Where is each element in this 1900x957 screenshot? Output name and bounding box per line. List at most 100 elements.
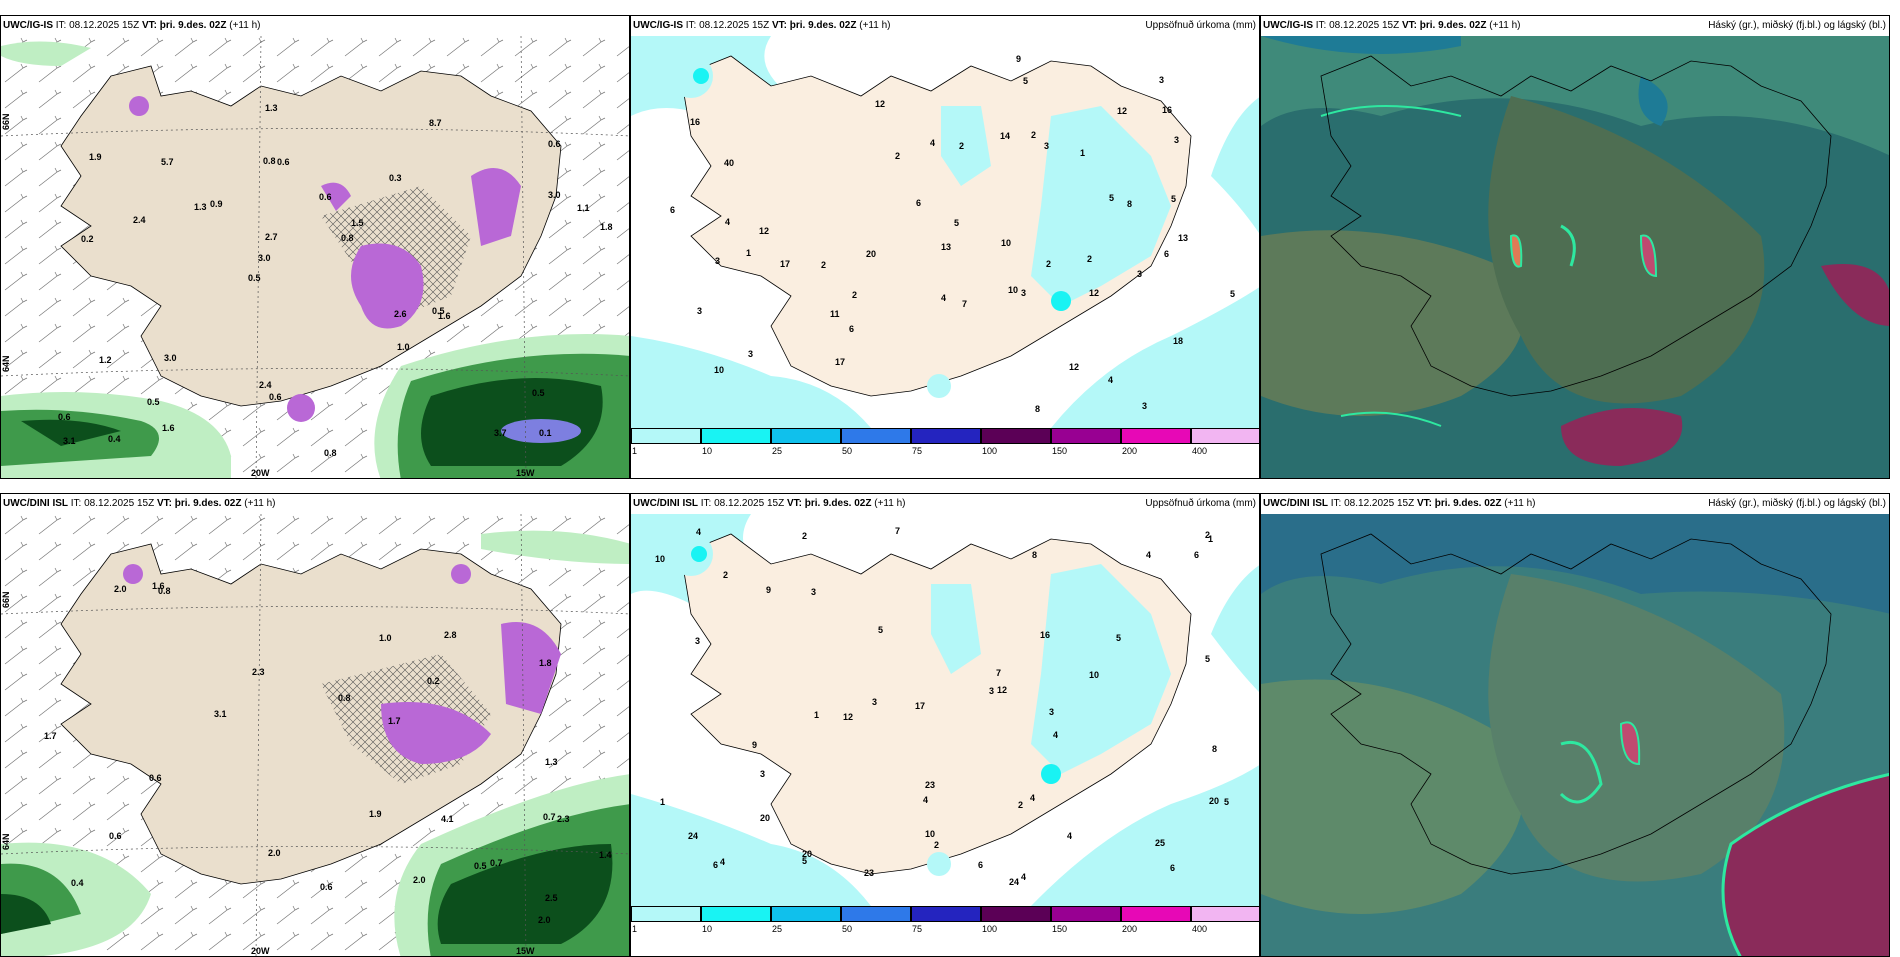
- value-label: 1.6: [152, 581, 165, 591]
- value-label: 3.1: [63, 436, 76, 446]
- init-time: IT: 08.12.2025 15Z: [55, 20, 140, 31]
- model-name: UWC/DINI ISL: [3, 498, 68, 509]
- value-label: 1: [1080, 148, 1085, 158]
- value-label: 8: [1032, 550, 1037, 560]
- value-label: 8: [1212, 744, 1217, 754]
- value-label: 6: [1170, 863, 1175, 873]
- value-label: 5: [878, 625, 883, 635]
- value-label: 6: [849, 324, 854, 334]
- colorbar-swatch: [1051, 906, 1121, 922]
- value-label: 1: [746, 248, 751, 258]
- value-label: 23: [864, 868, 874, 878]
- value-label: 0.6: [320, 882, 333, 892]
- iceland-outline: [1320, 55, 1832, 397]
- value-label: 0.6: [319, 192, 332, 202]
- value-label: 4.1: [441, 814, 454, 824]
- value-label: 0.1: [539, 428, 552, 438]
- value-label: 1.3: [265, 103, 278, 113]
- value-label: 1.7: [388, 716, 401, 726]
- value-label: 3.7: [494, 428, 507, 438]
- model-name: UWC/DINI ISL: [633, 498, 698, 509]
- value-label: 40: [724, 158, 734, 168]
- value-label: 3: [1049, 707, 1054, 717]
- value-label: 7: [996, 668, 1001, 678]
- colorbar-swatch: [1051, 428, 1121, 444]
- value-label: 4: [1030, 793, 1035, 803]
- panel-ig-is-accum-precip: UWC/IG-IS IT: 08.12.2025 15Z VT: þri. 9.…: [630, 15, 1260, 479]
- panel-title: Uppsöfnuð úrkoma (mm): [1145, 498, 1256, 509]
- init-time: IT: 08.12.2025 15Z: [1315, 20, 1400, 31]
- value-label: 1.3: [545, 757, 558, 767]
- colorbar-swatch: [1121, 428, 1191, 444]
- colorbar-tick: 10: [702, 924, 713, 934]
- colorbar-tick: 1: [632, 924, 638, 934]
- value-label: 14: [1000, 131, 1010, 141]
- value-label: 3.0: [164, 353, 177, 363]
- value-label: 5: [954, 218, 959, 228]
- value-label: 4: [923, 795, 928, 805]
- value-label: 6: [978, 860, 983, 870]
- panel-title: Uppsöfnuð úrkoma (mm): [1145, 20, 1256, 31]
- precip-wind-map: 66N 64N 20W 15W 0.6 1.7 0.7 1.4 1.0 0.7 0.8 0.2…: [1, 514, 629, 956]
- colorbar: 1 10 25 50 75 100 150 200 400: [631, 906, 1259, 938]
- colorbar-tick: 150: [1052, 446, 1068, 456]
- value-label: 1.3: [194, 202, 207, 212]
- value-label: 2.6: [394, 309, 407, 319]
- value-label: 2: [1087, 254, 1092, 264]
- init-time: IT: 08.12.2025 15Z: [685, 20, 770, 31]
- value-label: 10: [925, 829, 935, 839]
- lon-label: 15W: [516, 468, 535, 478]
- value-label: 0.6: [109, 831, 122, 841]
- value-label: 1.6: [438, 311, 451, 321]
- colorbar-tick: 400: [1192, 446, 1208, 456]
- value-label: 0.7: [490, 858, 503, 868]
- lead-time: (+11 h): [874, 498, 906, 509]
- value-label: 10: [1008, 285, 1018, 295]
- value-label: 5.7: [161, 157, 174, 167]
- value-label: 0.4: [71, 878, 84, 888]
- value-label: 12: [843, 712, 853, 722]
- value-label: 20: [1209, 796, 1219, 806]
- precip-wind-map: 66N 64N 20W 15W 0.1 0.2 0.6 0.5 0.3 0.4 0.8 0.6…: [1, 36, 629, 478]
- valid-time: þri. 9.des. 02Z: [174, 498, 242, 509]
- colorbar-swatch: [911, 428, 981, 444]
- value-label: 0.8: [158, 586, 171, 596]
- colorbar-tick: 150: [1052, 924, 1068, 934]
- lat-label: 64N: [1, 355, 11, 372]
- value-label: 0.6: [269, 392, 282, 402]
- colorbar-swatch: [631, 428, 701, 444]
- value-label: 24: [1009, 877, 1019, 887]
- lat-label: 64N: [1, 833, 11, 850]
- iceland-landmass: [60, 543, 562, 885]
- lon-label: 20W: [251, 946, 270, 956]
- value-label: 12: [759, 226, 769, 236]
- value-label: 8.7: [429, 118, 442, 128]
- value-label: 1.8: [600, 222, 613, 232]
- colorbar-tick: 50: [842, 924, 853, 934]
- value-label: 6: [1164, 249, 1169, 259]
- lead-time: (+11 h): [1489, 20, 1521, 31]
- colorbar-swatch: [631, 906, 701, 922]
- value-label: 4: [1021, 872, 1026, 882]
- value-label: 10: [655, 554, 665, 564]
- colorbar-swatch: [841, 428, 911, 444]
- value-label: 13: [1178, 233, 1188, 243]
- value-label: 0.8: [338, 693, 351, 703]
- value-label: 10: [714, 365, 724, 375]
- value-label: 3: [1142, 401, 1147, 411]
- value-label: 3: [748, 349, 753, 359]
- valid-time: þri. 9.des. 02Z: [1434, 498, 1502, 509]
- value-label: 1: [1208, 534, 1213, 544]
- value-label: 16: [1040, 630, 1050, 640]
- value-label: 4: [725, 217, 730, 227]
- colorbar-tick: 100: [982, 924, 998, 934]
- accum-precip-map: 3 1 10 16 18 40 3 2 1 4 3 4 6 12 10 3 2 5 6 10 3 2 5 5 13 4 17 13 6 1…: [631, 36, 1259, 478]
- value-label: 16: [690, 117, 700, 127]
- value-label: 0.2: [81, 234, 94, 244]
- panel-title: Háský (gr.), miðský (fj.bl.) og lágský (…: [1708, 20, 1886, 31]
- accum-precip-map: 23 24 20 4 2 2 1 6 7 5 4 2 3 4 8 3 3 5 12 10 2 1 7 6 5 9 1 3 4 4 17 4 23…: [631, 514, 1259, 956]
- value-label: 3: [715, 256, 720, 266]
- panel-header: UWC/DINI ISL IT: 08.12.2025 15Z VT: þri.…: [631, 494, 1259, 514]
- value-label: 6: [1194, 550, 1199, 560]
- panel-ig-is-precip-wind: UWC/IG-IS IT: 08.12.2025 15Z VT: þri. 9.…: [0, 15, 630, 479]
